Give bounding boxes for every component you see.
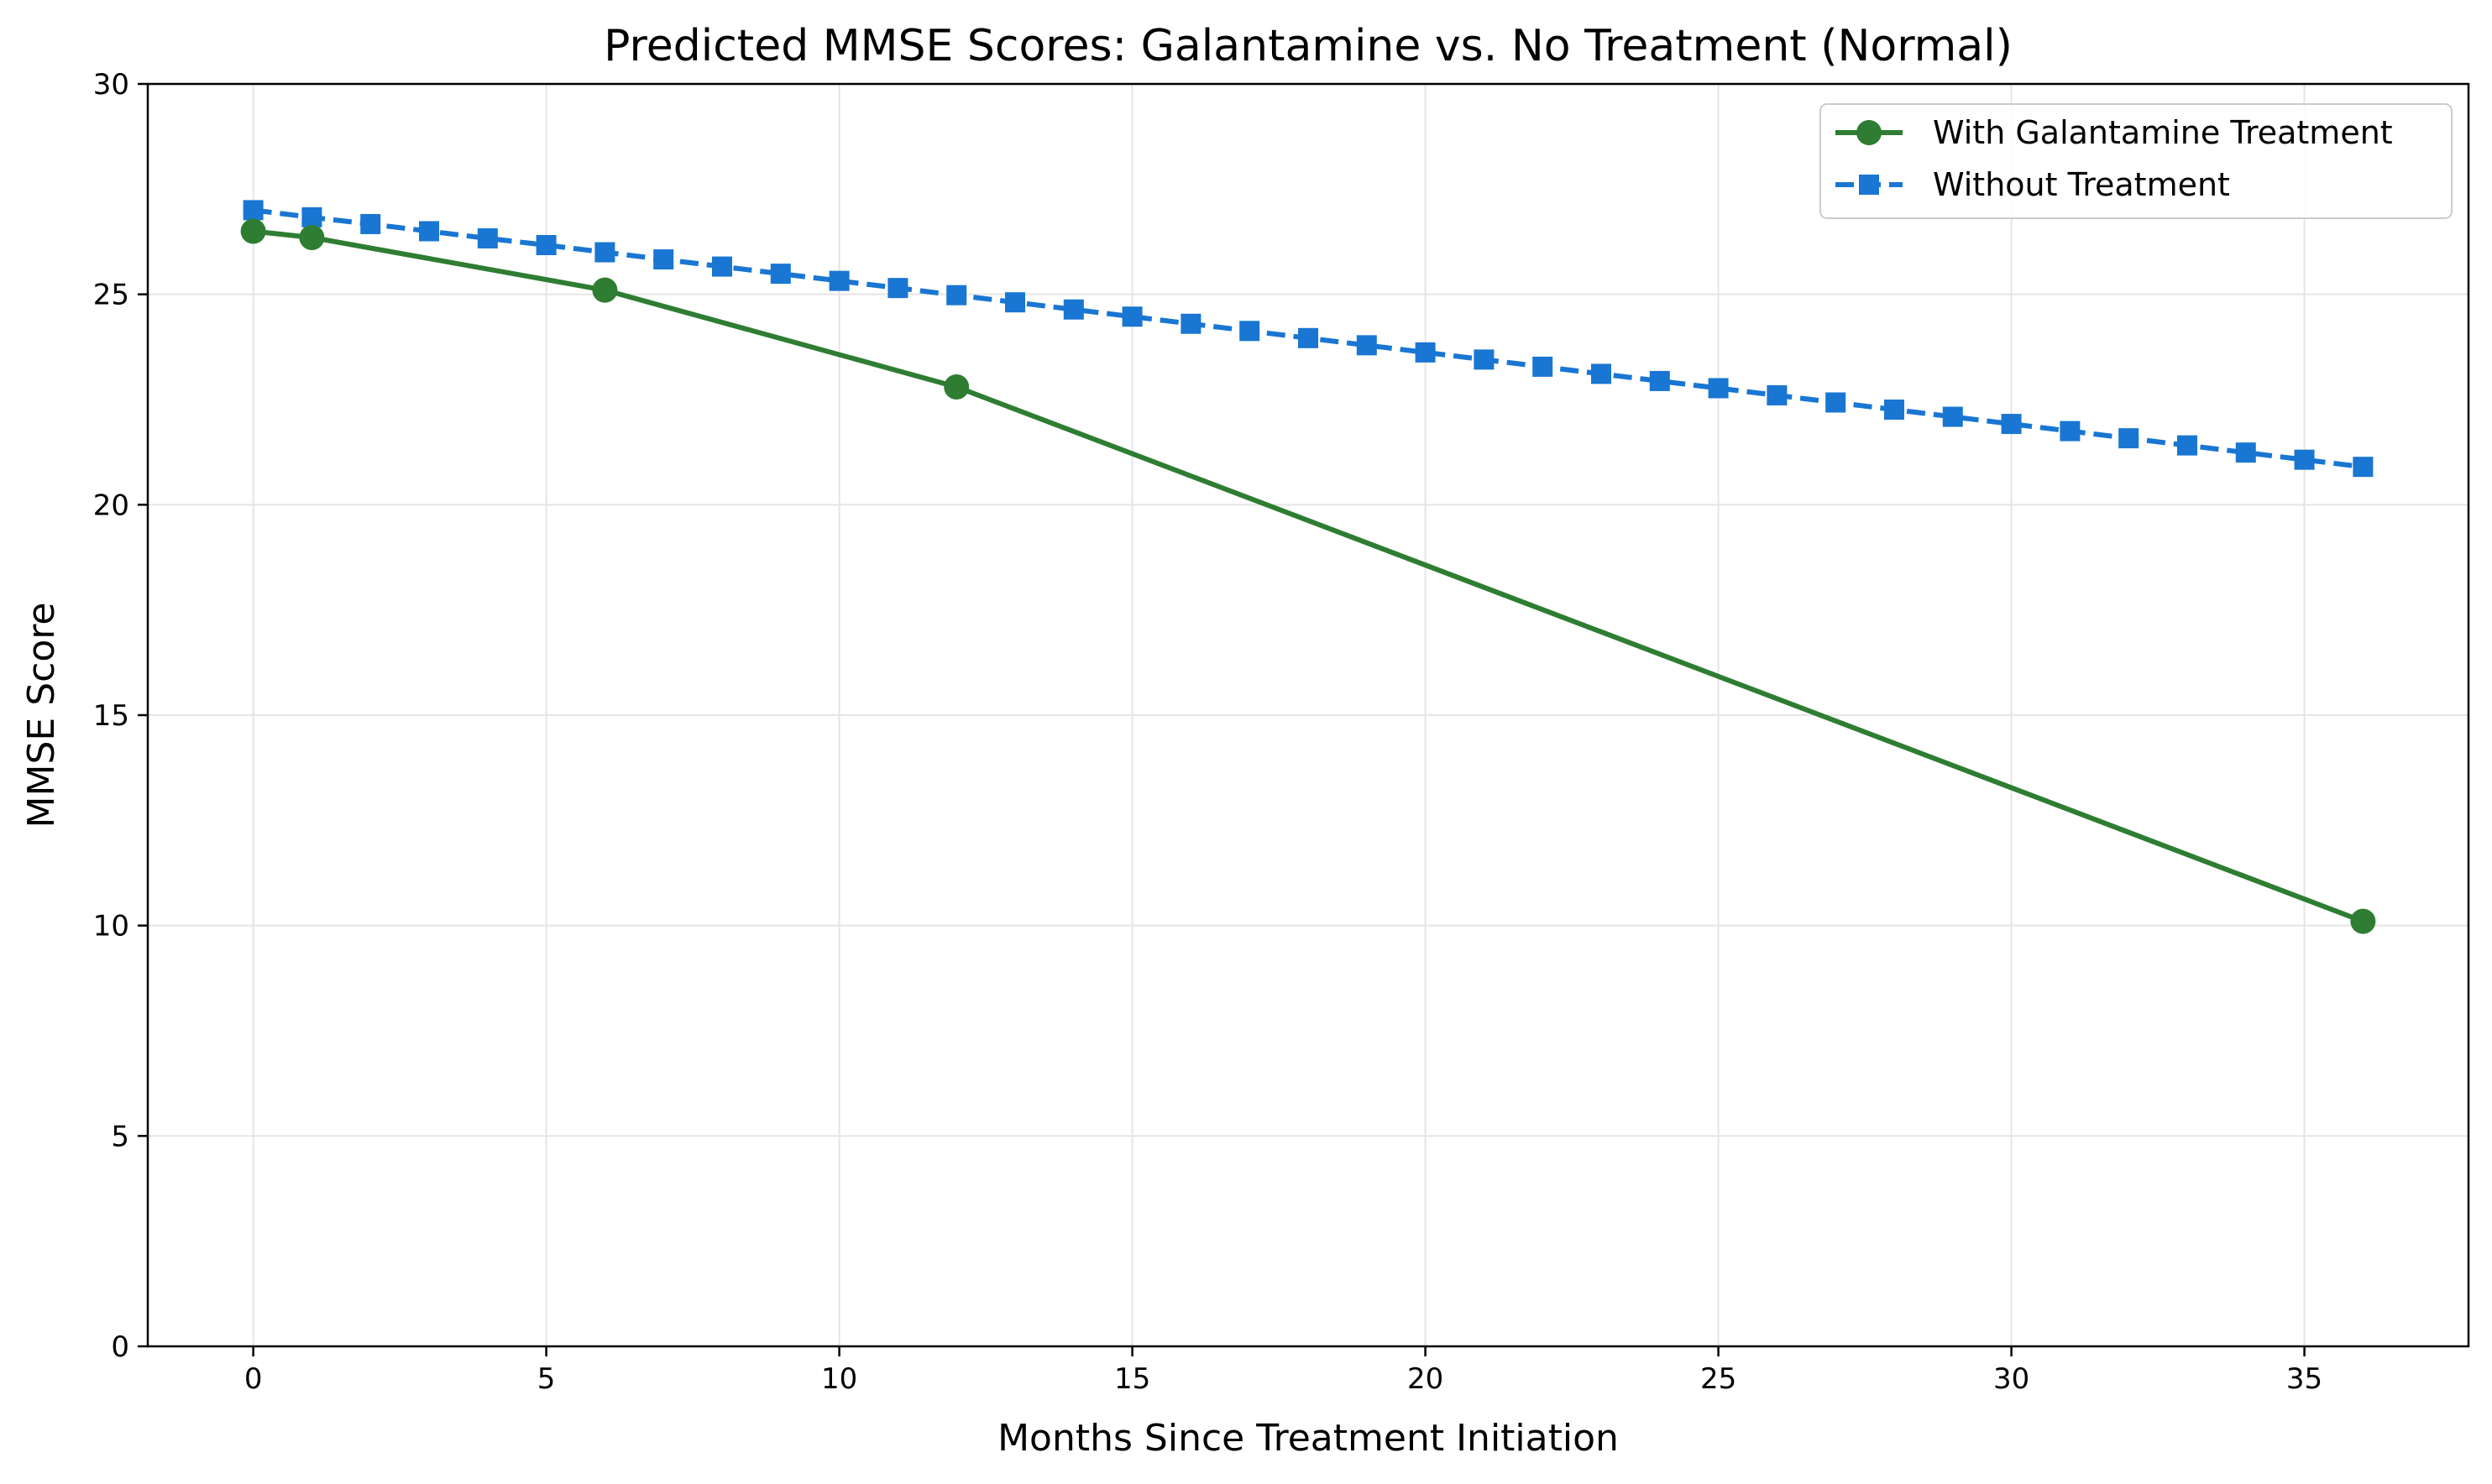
data-point [1474, 349, 1495, 370]
data-point [1298, 327, 1318, 348]
data-point [712, 256, 733, 277]
data-point [2294, 449, 2315, 470]
legend-item: Without Treatment [1835, 166, 2230, 203]
x-tick-label: 10 [821, 1362, 857, 1396]
y-tick-label: 5 [111, 1120, 129, 1153]
data-point [1825, 392, 1846, 413]
data-point [653, 249, 674, 270]
series-galantamine [240, 218, 2376, 934]
data-point [2060, 421, 2081, 442]
data-point [592, 277, 618, 303]
data-point [2235, 442, 2256, 463]
data-point [1005, 292, 1026, 313]
data-point [1708, 378, 1729, 399]
y-tick-label: 0 [111, 1330, 129, 1364]
data-point [2001, 414, 2022, 435]
x-axis-title: Months Since Treatment Initiation [997, 1417, 1619, 1460]
data-point [243, 200, 264, 221]
data-point [829, 270, 850, 291]
x-tick-label: 0 [244, 1362, 263, 1396]
data-point [1767, 384, 1788, 405]
x-tick-label: 30 [1993, 1362, 2029, 1396]
data-point [1859, 175, 1879, 195]
data-point [1942, 406, 1963, 427]
data-point [594, 242, 615, 263]
data-point [1239, 321, 1260, 342]
chart-title: Predicted MMSE Scores: Galantamine vs. N… [604, 21, 2013, 71]
data-point [2176, 435, 2197, 456]
data-point [419, 221, 440, 242]
data-point [1883, 400, 1904, 421]
data-point [1532, 356, 1553, 377]
data-point [770, 264, 791, 285]
data-point [536, 235, 557, 256]
y-axis-title: MMSE Score [20, 603, 63, 828]
legend: With Galantamine Treatment Without Treatm… [1819, 103, 2453, 219]
legend-item: With Galantamine Treatment [1835, 114, 2393, 151]
data-point [1181, 313, 1202, 334]
x-tick-label: 5 [537, 1362, 556, 1396]
data-point [240, 218, 266, 244]
data-point [2350, 908, 2376, 934]
legend-box [1819, 103, 2453, 219]
legend-label: With Galantamine Treatment [1933, 114, 2393, 151]
x-tick-label: 15 [1114, 1362, 1150, 1396]
y-tick-label: 25 [93, 279, 129, 312]
ticks: 0 5 10 15 20 25 30 35 0 5 10 15 20 25 30 [93, 68, 2322, 1396]
data-point [1649, 370, 1670, 391]
data-point [1415, 342, 1436, 363]
data-point [1590, 363, 1611, 384]
x-tick-label: 20 [1407, 1362, 1443, 1396]
data-point [1122, 306, 1143, 327]
x-tick-label: 35 [2286, 1362, 2322, 1396]
y-tick-label: 20 [93, 489, 129, 522]
series-layer [240, 200, 2376, 934]
data-point [301, 206, 322, 227]
data-point [887, 278, 908, 299]
y-tick-label: 10 [93, 910, 129, 943]
series-no-treatment [243, 200, 2374, 478]
data-point [946, 285, 967, 306]
data-point [1356, 335, 1377, 356]
data-point [360, 213, 381, 234]
data-point [1856, 120, 1882, 145]
x-tick-label: 25 [1700, 1362, 1736, 1396]
legend-label: Without Treatment [1933, 166, 2230, 203]
data-point [477, 227, 498, 248]
data-point [299, 224, 325, 250]
grid [148, 83, 2468, 1347]
data-point [944, 374, 970, 400]
data-point [1063, 299, 1084, 320]
data-point [2353, 457, 2374, 478]
y-tick-label: 30 [93, 68, 129, 102]
data-point [2118, 428, 2139, 449]
y-tick-label: 15 [93, 699, 129, 733]
